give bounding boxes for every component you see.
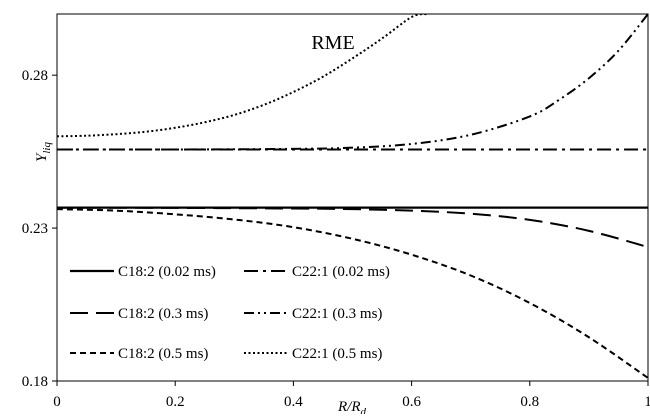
axes: 0 0.2 0.4 0.6 0.8 1 0.18 0.23 0.28 (22, 13, 650, 410)
legend-label-2: C18:2 (0.3 ms) (118, 306, 208, 322)
plot-frame (56, 13, 649, 382)
x-tick-label: 0.6 (402, 394, 421, 410)
x-tick-label: 1 (644, 394, 650, 410)
chart-title: RME (311, 32, 354, 54)
series-line-4 (57, 208, 648, 379)
legend: C18:2 (0.02 ms) C22:1 (0.02 ms) C18:2 (0.3… (70, 264, 390, 362)
y-axis-title: Yliq (34, 142, 53, 162)
legend-label-1: C22:1 (0.02 ms) (292, 264, 390, 280)
series-layer (57, 14, 648, 379)
y-tick-label: 0.28 (22, 68, 48, 84)
legend-label-4: C18:2 (0.5 ms) (118, 346, 208, 362)
x-tick-label: 0.2 (166, 394, 185, 410)
x-tick-label: 0 (53, 394, 61, 410)
series-line-2 (57, 206, 648, 249)
series-line-5 (57, 14, 427, 138)
series-line-3 (57, 14, 648, 151)
legend-label-0: C18:2 (0.02 ms) (118, 264, 216, 280)
y-tick-label: 0.23 (22, 221, 48, 237)
legend-label-5: C22:1 (0.5 ms) (292, 346, 382, 362)
x-tick-label: 0.4 (284, 394, 303, 410)
legend-label-3: C22:1 (0.3 ms) (292, 306, 382, 322)
x-axis-title: R/Rd (337, 399, 367, 414)
y-tick-label: 0.18 (22, 374, 48, 390)
x-tick-label: 0.8 (520, 394, 539, 410)
